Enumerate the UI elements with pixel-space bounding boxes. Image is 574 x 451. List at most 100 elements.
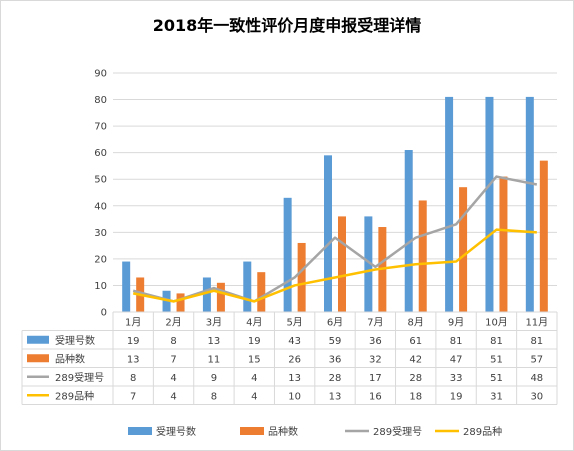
x-tick-label: 2月 [165,316,181,328]
x-tick-label: 6月 [327,316,343,328]
table-series-name: 品种数 [55,352,85,365]
data-label: 59 [329,336,342,347]
data-label: 19 [450,391,463,402]
data-label: 19 [127,336,140,347]
legend-label: 受理号数 [156,425,196,438]
table-series-name: 受理号数 [55,334,95,347]
x-tick-label: 3月 [206,316,222,328]
data-label: 28 [409,373,422,384]
data-label: 13 [288,373,301,384]
data-label: 42 [409,354,422,365]
data-label: 81 [450,336,463,347]
bar-accept-count [525,96,534,313]
line-series-2 [132,228,537,303]
y-tick-label: 70 [94,122,107,133]
table-legend-key [27,354,49,363]
chart-title: 2018年一致性评价月度申报受理详情 [152,16,422,35]
bar-variety-count [257,272,266,312]
bar-variety-count [459,187,468,312]
data-label: 19 [248,336,261,347]
x-tick-label: 4月 [246,316,262,328]
data-label: 31 [490,391,503,402]
data-label: 36 [329,354,342,365]
data-label: 48 [530,373,543,384]
bar-accept-count [324,155,332,312]
data-label: 10 [288,391,301,402]
bar-accept-count [364,216,373,312]
x-tick-label: 9月 [448,316,464,328]
data-label: 4 [170,391,176,402]
data-label: 32 [369,354,382,365]
data-label: 4 [170,373,176,384]
y-tick-label: 0 [101,308,107,319]
y-tick-label: 10 [94,281,107,292]
data-label: 13 [329,391,342,402]
bar-accept-count [485,96,494,313]
data-label: 81 [490,336,503,347]
legend-key [128,427,152,435]
data-label: 17 [369,373,382,384]
bar-variety-count [338,216,346,312]
y-tick-label: 90 [94,69,107,80]
data-label: 43 [288,336,301,347]
x-tick-label: 5月 [286,316,302,328]
table-legend-key [27,335,49,344]
x-tick-label: 1月 [125,316,141,328]
bar-accept-count [404,150,413,312]
x-tick-label: 10月 [485,316,508,328]
data-label: 8 [170,336,176,347]
y-tick-label: 50 [94,175,107,186]
data-label: 33 [450,373,463,384]
data-label: 4 [251,373,257,384]
line-series-1 [132,175,538,303]
data-label: 7 [130,391,136,402]
bar-variety-count [297,242,306,312]
data-label: 61 [409,336,422,347]
data-label: 26 [288,354,301,365]
data-label: 47 [450,354,463,365]
bar-variety-count [539,160,548,312]
bar-accept-count [243,261,252,312]
data-label: 51 [490,354,503,365]
data-label: 28 [329,373,342,384]
data-label: 13 [127,354,140,365]
data-label: 8 [211,391,217,402]
data-label: 4 [251,391,257,402]
data-label: 18 [409,391,422,402]
legend-label: 品种数 [268,425,298,438]
data-label: 15 [248,354,261,365]
data-label: 51 [490,373,503,384]
legend-label: 289品种 [463,425,502,438]
y-tick-label: 60 [94,148,107,159]
bar-accept-count [162,290,171,312]
bar-variety-count [418,200,427,312]
data-label: 9 [211,373,217,384]
table-series-name: 289受理号 [55,372,104,384]
data-label: 30 [530,391,543,402]
data-label: 11 [208,354,221,365]
bar-variety-count [176,293,185,312]
y-tick-label: 20 [94,254,107,265]
table-series-name: 289品种 [55,389,94,402]
x-tick-label: 11月 [525,316,548,328]
y-tick-label: 30 [94,228,107,239]
bar-variety-count [499,176,508,312]
bar-accept-count [202,277,211,312]
data-label: 7 [170,354,176,365]
y-tick-label: 80 [94,95,107,106]
data-label: 57 [530,354,543,365]
y-tick-label: 40 [94,201,107,212]
data-label: 36 [369,336,382,347]
data-label: 8 [130,373,136,384]
legend-label: 289受理号 [373,426,422,438]
legend-key [240,427,264,435]
x-tick-label: 8月 [408,316,424,328]
bar-accept-count [122,261,131,312]
bar-accept-count [445,96,454,313]
bar-accept-count [283,197,292,312]
data-label: 81 [530,336,543,347]
x-tick-label: 7月 [367,316,383,328]
data-label: 13 [208,336,221,347]
data-label: 16 [369,391,382,402]
